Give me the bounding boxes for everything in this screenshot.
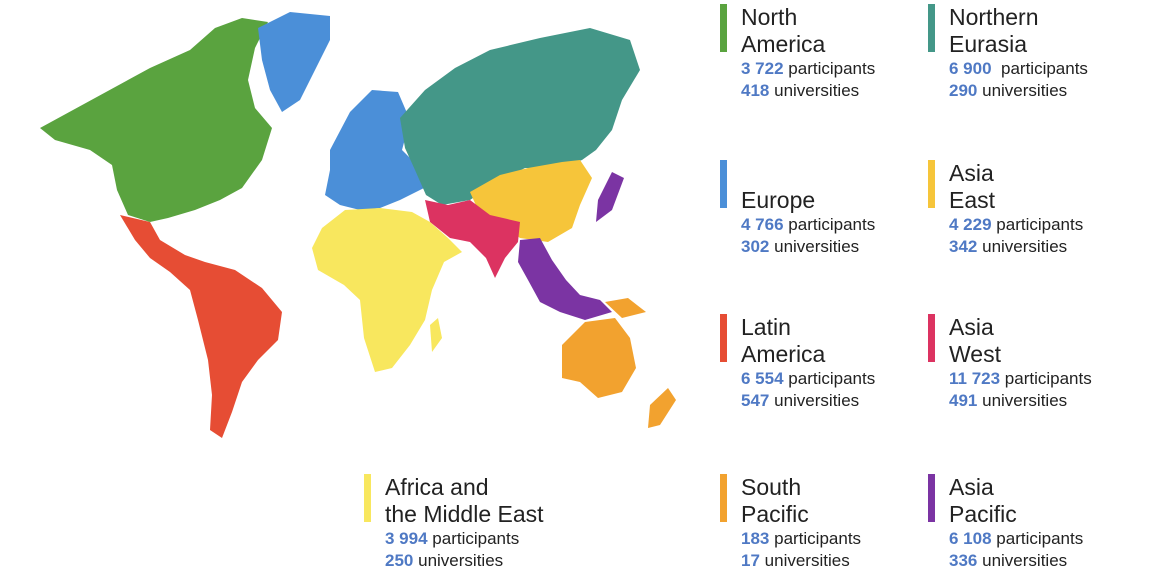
participants-stat: 4 229 participants bbox=[949, 215, 1084, 234]
legend-latin-america: Latin America 6 554 participants 547 univ… bbox=[720, 314, 875, 412]
color-swatch bbox=[928, 314, 935, 362]
universities-stat: 17 universities bbox=[741, 551, 850, 570]
map-region-north-america bbox=[40, 18, 272, 222]
participants-stat: 183 participants bbox=[741, 529, 862, 548]
map-region-new-guinea bbox=[605, 298, 646, 318]
color-swatch bbox=[720, 160, 727, 208]
universities-stat: 491 universities bbox=[949, 391, 1068, 410]
region-name: North America bbox=[741, 4, 826, 57]
legend-africa-middle-east: Africa and the Middle East 3 994 particip… bbox=[364, 474, 544, 572]
color-swatch bbox=[928, 474, 935, 522]
map-region-asia-west bbox=[425, 200, 520, 278]
world-map bbox=[40, 12, 676, 438]
region-name: Northern Eurasia bbox=[949, 4, 1039, 57]
legend-south-pacific: South Pacific 183 participants 17 univers… bbox=[720, 474, 861, 572]
legend-northern-eurasia: Northern Eurasia 6 900 participants 290 u… bbox=[928, 4, 1088, 102]
universities-stat: 302 universities bbox=[741, 237, 860, 256]
map-region-madagascar bbox=[430, 318, 442, 352]
map-region-northern-eurasia bbox=[400, 28, 640, 205]
map-region-south-pacific bbox=[562, 318, 636, 398]
participants-stat: 11 723 participants bbox=[949, 369, 1092, 388]
legend-north-america: North America 3 722 participants 418 univ… bbox=[720, 4, 875, 102]
universities-stat: 547 universities bbox=[741, 391, 860, 410]
region-name: South Pacific bbox=[741, 474, 809, 527]
legend-asia-pacific: Asia Pacific 6 108 participants 336 unive… bbox=[928, 474, 1083, 572]
legend-europe: Europe 4 766 participants 302 universiti… bbox=[720, 160, 875, 258]
color-swatch bbox=[720, 314, 727, 362]
map-region-africa-middle-east bbox=[312, 208, 462, 372]
map-region-asia-pacific bbox=[518, 238, 612, 320]
universities-stat: 342 universities bbox=[949, 237, 1068, 256]
color-swatch bbox=[364, 474, 371, 522]
color-swatch bbox=[720, 4, 727, 52]
universities-stat: 290 universities bbox=[949, 81, 1068, 100]
map-region-latin-america bbox=[120, 215, 282, 438]
region-name: Africa and the Middle East bbox=[385, 474, 544, 527]
region-name: Asia Pacific bbox=[949, 474, 1017, 527]
participants-stat: 6 108 participants bbox=[949, 529, 1084, 548]
legend-asia-east: Asia East 4 229 participants 342 universi… bbox=[928, 160, 1083, 258]
universities-stat: 250 universities bbox=[385, 551, 504, 570]
participants-stat: 6 554 participants bbox=[741, 369, 876, 388]
color-swatch bbox=[928, 4, 935, 52]
region-name: Latin America bbox=[741, 314, 826, 367]
participants-stat: 4 766 participants bbox=[741, 215, 876, 234]
map-region-new-zealand bbox=[648, 388, 676, 428]
region-name: Asia East bbox=[949, 160, 996, 213]
region-name: Asia West bbox=[949, 314, 1001, 367]
universities-stat: 418 universities bbox=[741, 81, 860, 100]
map-region-greenland bbox=[258, 12, 330, 112]
color-swatch bbox=[928, 160, 935, 208]
legend-asia-west: Asia West 11 723 participants 491 univers… bbox=[928, 314, 1092, 412]
map-region-europe bbox=[325, 90, 424, 210]
participants-stat: 3 994 participants bbox=[385, 529, 520, 548]
region-name: Europe bbox=[741, 187, 816, 213]
participants-stat: 6 900 participants bbox=[949, 59, 1088, 78]
color-swatch bbox=[720, 474, 727, 522]
universities-stat: 336 universities bbox=[949, 551, 1068, 570]
map-region-japan bbox=[596, 172, 624, 222]
participants-stat: 3 722 participants bbox=[741, 59, 876, 78]
